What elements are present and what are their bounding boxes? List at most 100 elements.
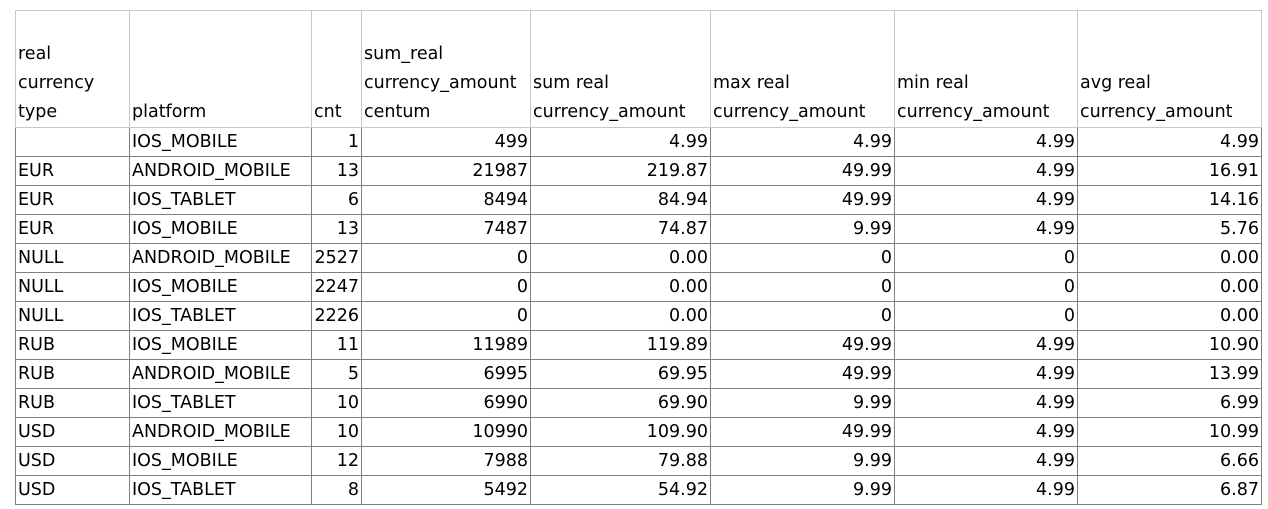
table-cell[interactable]: RUB [15,359,130,389]
table-cell[interactable]: 79.88 [530,446,711,476]
table-cell[interactable]: 4.99 [894,359,1078,389]
header-cell-cnt[interactable]: cnt [311,10,362,128]
table-cell[interactable]: 4.99 [894,214,1078,244]
table-cell[interactable]: 109.90 [530,417,711,447]
header-cell-min-real-currency-amount[interactable]: min real currency_amount [894,10,1078,128]
table-cell[interactable]: 2527 [311,243,362,273]
table-cell[interactable]: IOS_MOBILE [129,330,312,360]
table-cell[interactable]: 12 [311,446,362,476]
table-cell[interactable]: 10990 [361,417,531,447]
table-cell[interactable]: IOS_TABLET [129,185,312,215]
table-cell[interactable]: IOS_MOBILE [129,214,312,244]
header-cell-max-real-currency-amount[interactable]: max real currency_amount [710,10,895,128]
table-cell[interactable]: 119.89 [530,330,711,360]
table-cell[interactable]: 0.00 [1077,243,1262,273]
table-cell[interactable]: 0 [894,301,1078,331]
table-cell[interactable]: 9.99 [710,388,895,418]
table-cell[interactable]: 5 [311,359,362,389]
table-cell[interactable]: NULL [15,301,130,331]
table-cell[interactable]: 0 [710,301,895,331]
table-cell[interactable]: 0 [710,272,895,302]
table-cell[interactable]: ANDROID_MOBILE [129,417,312,447]
table-cell[interactable]: 16.91 [1077,156,1262,186]
table-cell[interactable]: 14.16 [1077,185,1262,215]
table-cell[interactable]: 9.99 [710,475,895,505]
table-cell[interactable]: 4.99 [894,185,1078,215]
table-cell[interactable]: IOS_MOBILE [129,446,312,476]
table-cell[interactable]: IOS_MOBILE [129,272,312,302]
table-cell[interactable]: 9.99 [710,214,895,244]
table-cell[interactable]: 13.99 [1077,359,1262,389]
table-cell[interactable]: 4.99 [894,417,1078,447]
table-cell[interactable]: NULL [15,243,130,273]
table-cell[interactable]: 499 [361,127,531,157]
table-cell[interactable]: 10 [311,417,362,447]
table-cell[interactable]: 4.99 [894,475,1078,505]
table-cell[interactable]: 6.66 [1077,446,1262,476]
table-cell[interactable]: 2226 [311,301,362,331]
table-cell[interactable]: 2247 [311,272,362,302]
table-cell[interactable]: 13 [311,156,362,186]
table-cell[interactable]: 0.00 [530,243,711,273]
table-cell[interactable]: 11 [311,330,362,360]
table-cell[interactable]: 219.87 [530,156,711,186]
table-cell[interactable]: 49.99 [710,185,895,215]
table-cell[interactable]: 84.94 [530,185,711,215]
table-cell[interactable]: USD [15,417,130,447]
table-cell[interactable]: 21987 [361,156,531,186]
table-cell[interactable]: USD [15,475,130,505]
table-cell[interactable]: 4.99 [894,330,1078,360]
header-cell-avg-real-currency-amount[interactable]: avg real currency_amount [1077,10,1262,128]
table-cell[interactable]: ANDROID_MOBILE [129,243,312,273]
table-cell[interactable]: RUB [15,388,130,418]
table-cell[interactable]: EUR [15,214,130,244]
header-cell-sum-real-currency-amount[interactable]: sum real currency_amount [530,10,711,128]
table-cell[interactable]: NULL [15,272,130,302]
table-cell[interactable]: 0.00 [530,272,711,302]
table-cell[interactable]: ANDROID_MOBILE [129,156,312,186]
table-cell[interactable]: 4.99 [894,156,1078,186]
table-cell[interactable]: 13 [311,214,362,244]
table-cell[interactable]: 0 [710,243,895,273]
table-cell[interactable]: EUR [15,156,130,186]
table-cell[interactable]: IOS_TABLET [129,475,312,505]
table-cell[interactable]: 4.99 [1077,127,1262,157]
table-cell[interactable]: 10.99 [1077,417,1262,447]
table-cell[interactable]: 11989 [361,330,531,360]
table-cell[interactable]: 5492 [361,475,531,505]
table-cell[interactable]: 8494 [361,185,531,215]
table-cell[interactable]: 6 [311,185,362,215]
table-cell[interactable]: 0 [894,272,1078,302]
header-cell-real-currency-type[interactable]: real currency type [15,10,130,128]
table-cell[interactable]: 0.00 [1077,272,1262,302]
table-cell[interactable]: 0 [361,301,531,331]
table-cell[interactable]: 54.92 [530,475,711,505]
table-cell[interactable]: 7487 [361,214,531,244]
table-cell[interactable]: IOS_MOBILE [129,127,312,157]
table-cell[interactable]: 0 [894,243,1078,273]
table-cell[interactable]: 4.99 [530,127,711,157]
table-cell[interactable]: 6990 [361,388,531,418]
table-cell[interactable]: 8 [311,475,362,505]
table-cell[interactable]: 69.90 [530,388,711,418]
table-cell[interactable]: 7988 [361,446,531,476]
table-cell[interactable]: 5.76 [1077,214,1262,244]
table-cell[interactable]: 10 [311,388,362,418]
table-cell[interactable]: IOS_TABLET [129,301,312,331]
table-cell[interactable]: RUB [15,330,130,360]
table-cell[interactable]: 74.87 [530,214,711,244]
table-cell[interactable]: 4.99 [710,127,895,157]
table-cell[interactable]: 49.99 [710,156,895,186]
table-cell[interactable]: 4.99 [894,388,1078,418]
table-cell[interactable]: IOS_TABLET [129,388,312,418]
header-cell-sum-real-currency-amount-centum[interactable]: sum_real currency_amount centum [361,10,531,128]
table-cell[interactable]: 6995 [361,359,531,389]
table-cell[interactable]: 69.95 [530,359,711,389]
table-cell[interactable]: EUR [15,185,130,215]
table-cell[interactable]: 6.87 [1077,475,1262,505]
table-cell[interactable]: USD [15,446,130,476]
table-cell[interactable]: 1 [311,127,362,157]
table-cell[interactable]: 0 [361,243,531,273]
table-cell[interactable]: 9.99 [710,446,895,476]
table-cell[interactable]: 4.99 [894,127,1078,157]
